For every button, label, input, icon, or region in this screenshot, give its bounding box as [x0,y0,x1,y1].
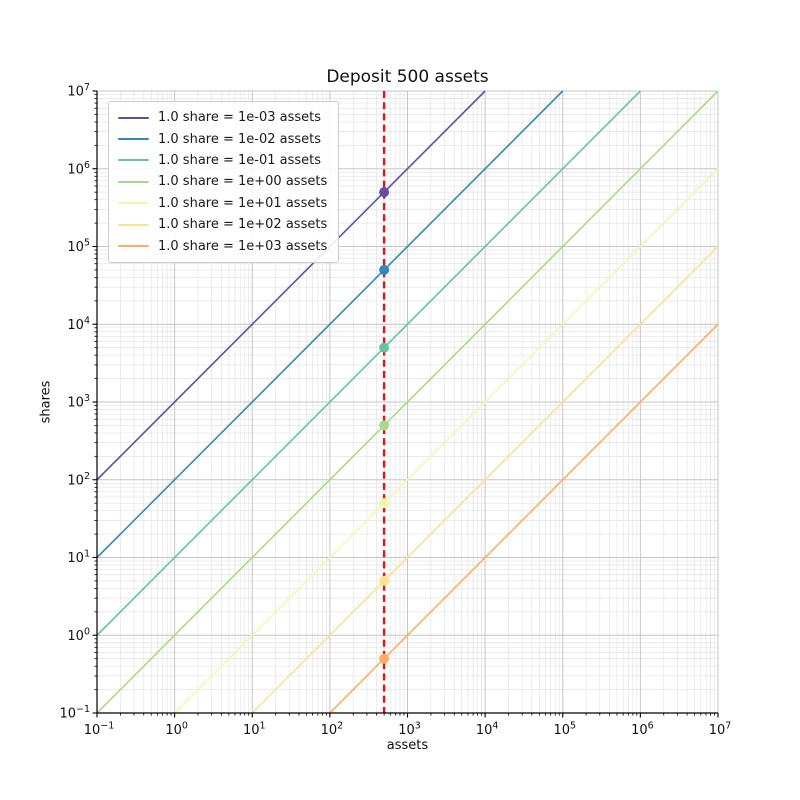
series-line-6 [329,323,719,714]
x-tick-label: 100 [165,721,188,739]
series-line-3 [96,90,719,714]
x-tick-label: 106 [631,721,654,739]
y-tick-label: 107 [67,82,90,100]
legend-swatch-line [118,245,149,248]
legend-item: 1.0 share = 1e-03 assets [114,107,327,128]
series-line-5 [251,245,719,714]
y-tick-label: 106 [67,160,90,178]
legend-label: 1.0 share = 1e-02 assets [158,131,322,147]
x-tick-label: 105 [553,721,576,739]
legend-item: 1.0 share = 1e+03 assets [114,235,327,256]
marker-point-4 [379,498,390,509]
legend-item: 1.0 share = 1e+00 assets [114,171,327,192]
marker-point-5 [379,575,390,586]
marker-point-1 [379,264,390,275]
marker-point-2 [379,342,390,353]
legend-swatch-line [118,138,149,141]
marker-point-0 [379,187,390,198]
legend-swatch-line [118,159,149,162]
y-tick-label: 101 [67,549,90,567]
y-tick-label: 102 [67,471,90,489]
series-line-2 [96,90,641,636]
markers [379,187,390,664]
axis-ticks [92,90,719,718]
y-tick-label: 104 [67,315,90,333]
legend-label: 1.0 share = 1e+00 assets [158,174,328,190]
x-tick-label: 104 [476,721,499,739]
y-tick-label: 105 [67,238,90,256]
series-line-0 [96,90,486,481]
legend-label: 1.0 share = 1e-01 assets [158,152,322,168]
marker-point-6 [379,653,390,664]
x-tick-label: 102 [321,721,344,739]
legend-swatch-line [118,116,149,119]
x-tick-label: 103 [398,721,421,739]
legend-swatch-line [118,180,149,183]
legend-label: 1.0 share = 1e-03 assets [158,110,322,126]
legend-item: 1.0 share = 1e-02 assets [114,128,327,149]
x-tick-label: 101 [243,721,266,739]
legend-swatch-line [118,223,149,226]
x-axis-label: assets [386,738,429,753]
y-tick-label: 103 [67,393,90,411]
legend-item: 1.0 share = 1e+02 assets [114,214,327,235]
series-lines [96,90,719,714]
x-tick-labels: 10−1 100 101 102 103 104 105 106 107 [84,721,732,739]
x-tick-label: 10−1 [84,721,115,739]
legend: 1.0 share = 1e-03 assets 1.0 share = 1e-0… [108,101,340,263]
legend-label: 1.0 share = 1e+01 assets [158,195,328,211]
legend-label: 1.0 share = 1e+02 assets [158,217,328,233]
y-tick-label: 10−1 [59,704,90,722]
legend-item: 1.0 share = 1e+01 assets [114,193,327,214]
legend-item: 1.0 share = 1e-01 assets [114,150,327,171]
legend-swatch-line [118,202,149,205]
y-tick-labels: 10−1 100 101 102 103 104 105 106 107 [59,82,90,722]
series-line-4 [174,168,719,714]
x-tick-label: 107 [709,721,732,739]
y-axis-label: shares [38,380,54,424]
legend-label: 1.0 share = 1e+03 assets [158,238,328,254]
chart-title: Deposit 500 assets [326,67,489,87]
series-line-1 [96,90,564,559]
y-tick-label: 100 [67,626,90,644]
marker-point-3 [379,420,390,431]
